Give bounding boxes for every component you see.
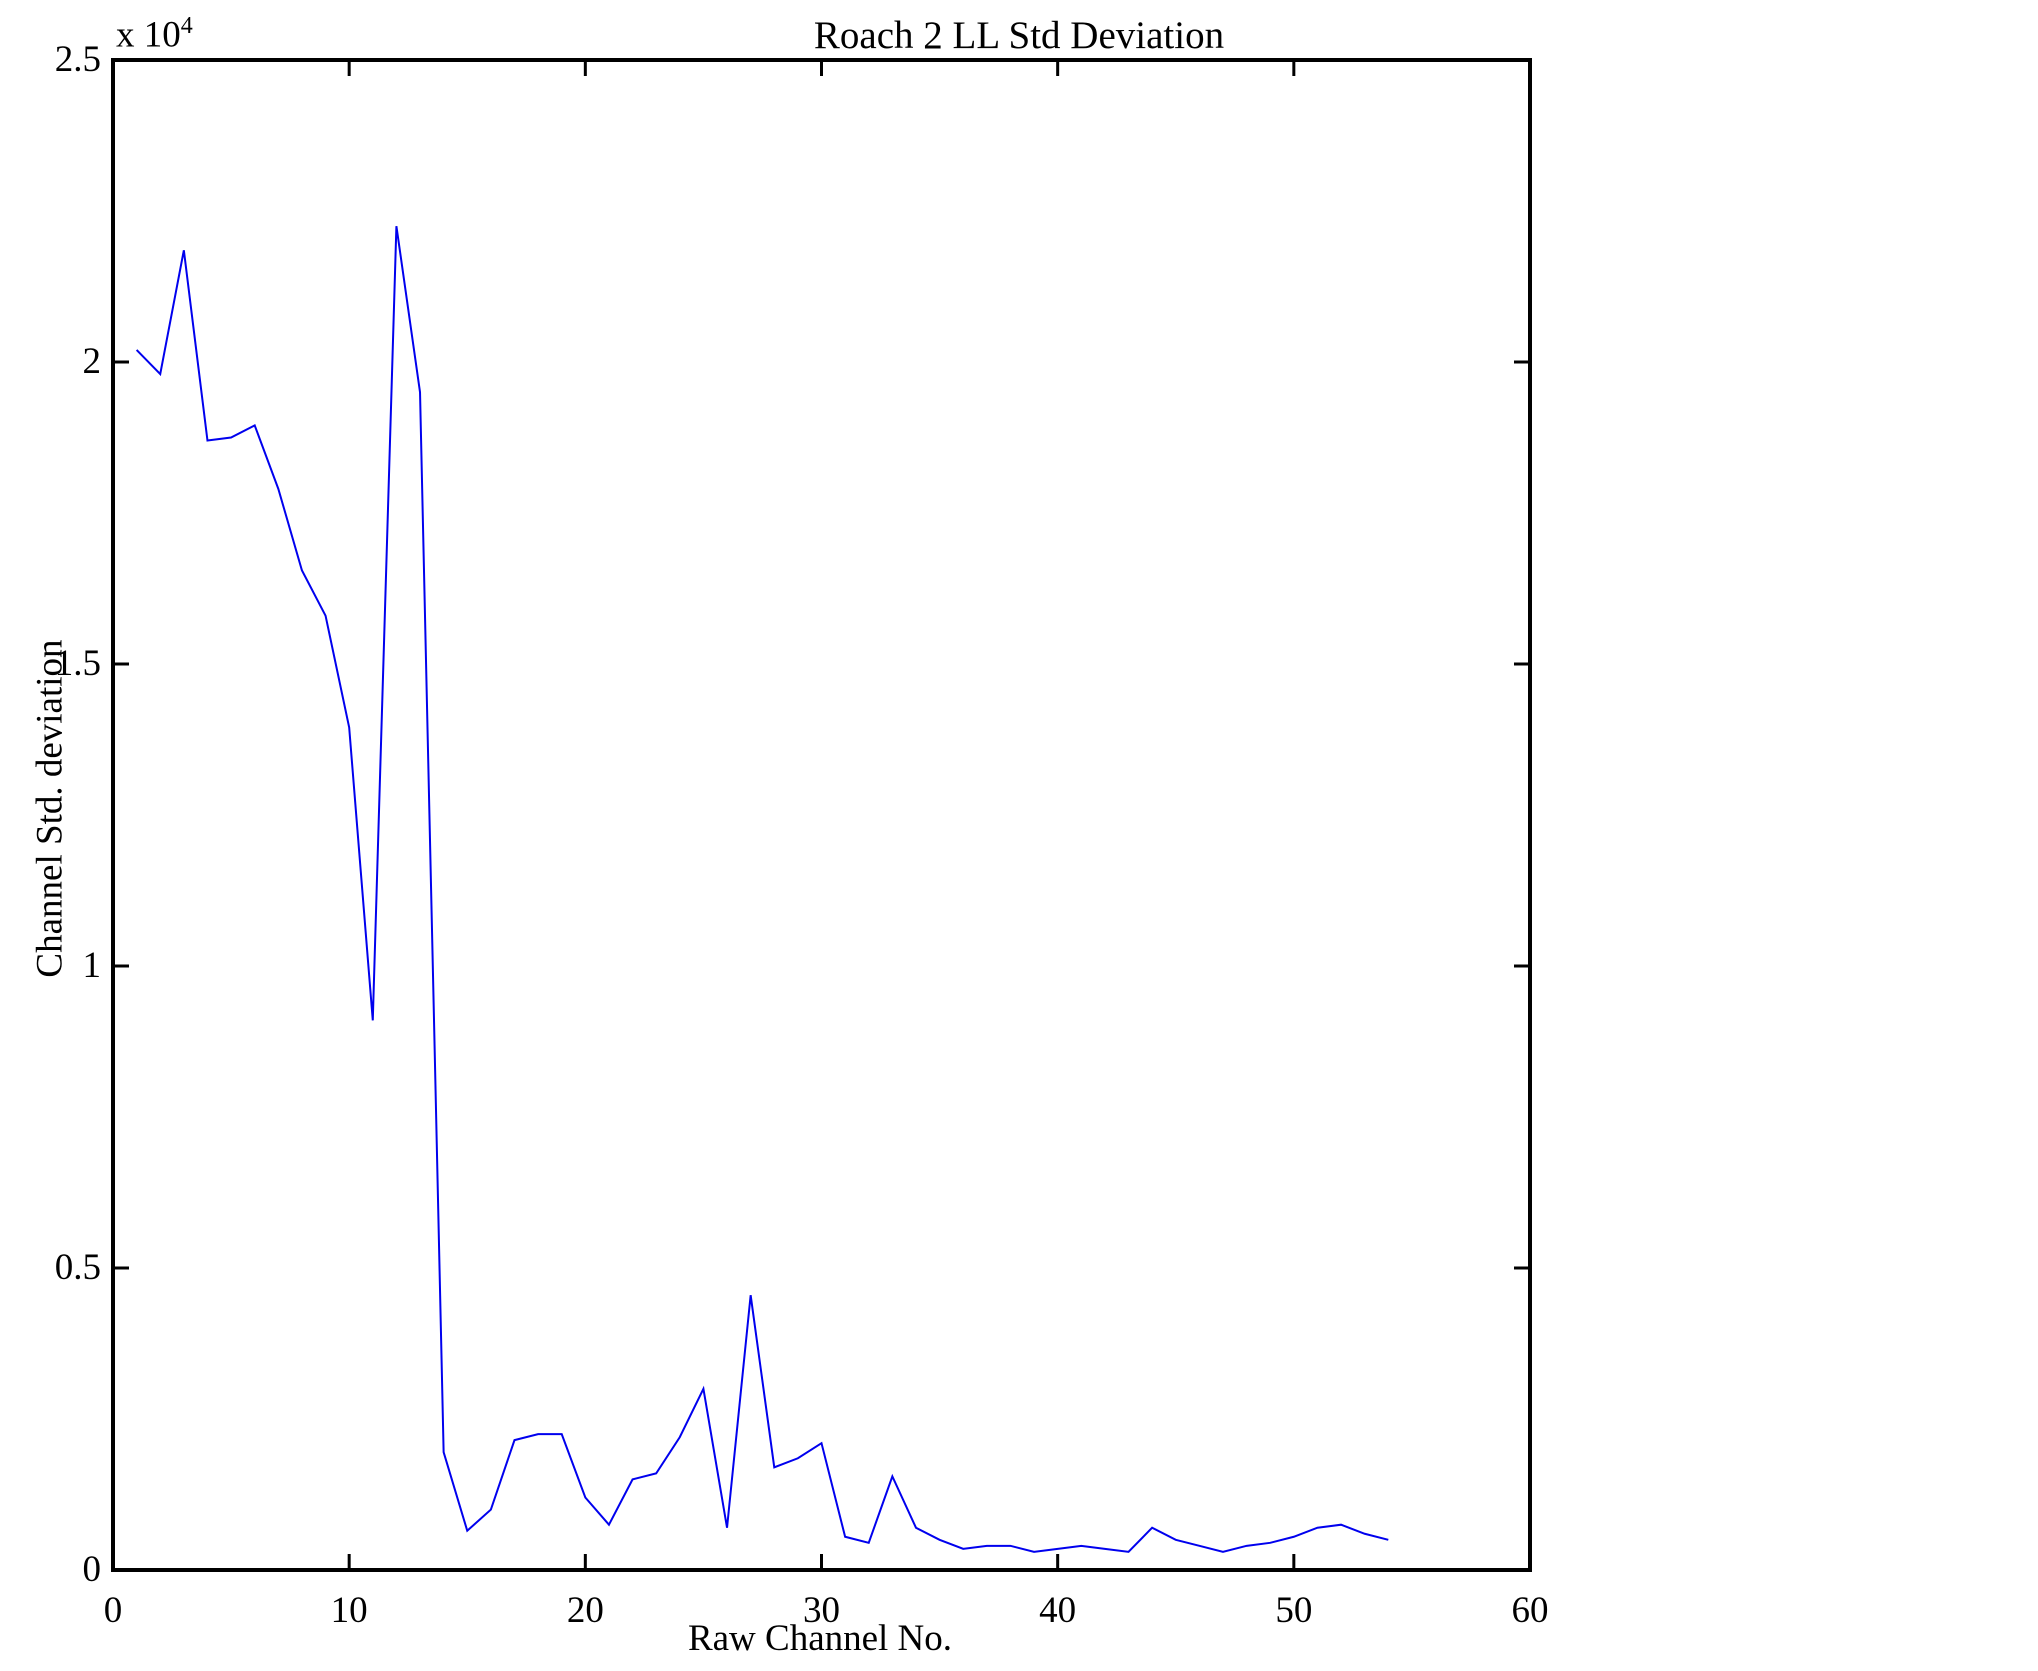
- x-axis-tick-label: 30: [803, 1590, 840, 1631]
- y-axis-tick-label: 2: [82, 341, 102, 382]
- y-axis-tick-label: 1.5: [54, 643, 101, 684]
- y-axis-tick-label: 0.5: [54, 1247, 101, 1288]
- y-axis-exponent-base: x 10: [116, 14, 181, 56]
- x-axis-tick-label: 20: [566, 1590, 604, 1631]
- x-axis-ticks: [347, 60, 1296, 1570]
- plot-background: [113, 60, 1530, 1570]
- x-axis-tick-label: 50: [1275, 1590, 1313, 1631]
- x-axis-tick-label: 10: [330, 1590, 368, 1631]
- y-axis-ticks: [113, 360, 1530, 1270]
- x-axis-tick-label: 40: [1039, 1590, 1077, 1631]
- y-axis-exponent-power: 4: [180, 13, 193, 39]
- data-series-group: [135, 225, 1389, 1553]
- data-line-series: [135, 225, 1389, 1553]
- chart-title: Roach 2 LL Std Deviation: [813, 14, 1225, 57]
- y-axis-exponent-label: x 104: [116, 14, 193, 53]
- axis-frame: [111, 58, 1532, 1572]
- y-axis-tick-label: 1: [82, 945, 102, 986]
- y-axis-tick-label: 2.5: [54, 39, 101, 80]
- y-axis-tick-label: 0: [82, 1549, 102, 1590]
- x-axis-tick-label: 0: [103, 1590, 123, 1631]
- x-axis-title: Raw Channel No.: [687, 1618, 953, 1659]
- x-axis-tick-label: 60: [1511, 1590, 1549, 1631]
